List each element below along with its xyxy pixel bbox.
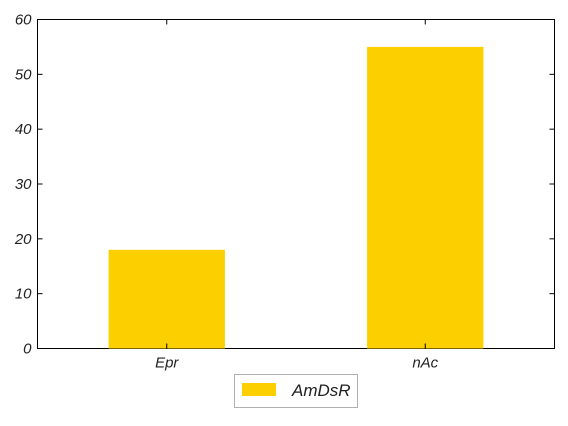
y-tick-label: 60	[15, 12, 32, 29]
y-tick-label: 50	[15, 66, 32, 83]
legend: AmDsR	[234, 374, 358, 408]
legend-swatch	[242, 383, 276, 396]
x-tick-label: Epr	[155, 355, 179, 372]
y-axis: 0 10 20 30 40 50 60	[14, 12, 555, 358]
y-tick-label: 40	[15, 121, 32, 138]
x-tick-label: nAc	[412, 355, 438, 372]
bar-Epr	[108, 249, 225, 349]
y-tick-label: 0	[23, 341, 32, 358]
y-tick-label: 30	[15, 176, 32, 193]
y-tick-label: 10	[15, 286, 32, 303]
bar-nAc	[367, 46, 484, 349]
x-axis: Epr nAc	[155, 19, 439, 372]
bars-layer	[108, 46, 484, 349]
legend-label: AmDsR	[291, 381, 351, 400]
legend-box	[234, 374, 358, 408]
y-tick-label: 20	[14, 231, 32, 248]
